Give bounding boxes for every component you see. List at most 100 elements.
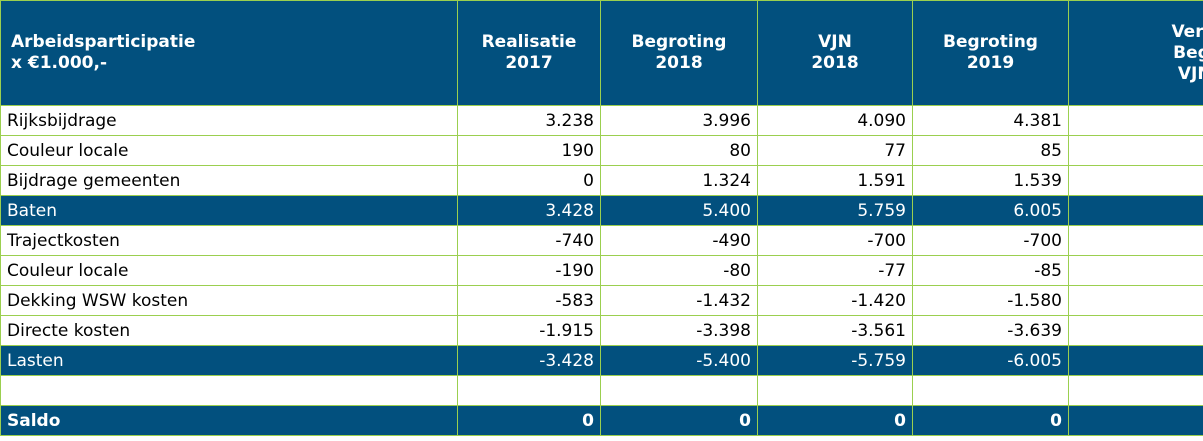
value-cell: -1.580 xyxy=(912,285,1069,316)
row-label: Couleur locale xyxy=(0,255,458,286)
value-cell: 3.996 xyxy=(600,105,758,136)
value-cell: 0 xyxy=(600,405,758,436)
value-cell: -8 xyxy=(1068,255,1203,286)
row-label: Saldo xyxy=(0,405,458,436)
header-line: Arbeidsparticipatie xyxy=(11,32,196,52)
value-cell: 1.324 xyxy=(600,165,758,196)
table-row: Directe kosten-1.915-3.398-3.561-3.639-7… xyxy=(0,315,1203,346)
value-cell: -3.398 xyxy=(600,315,758,346)
header-cell: VJN 2018 xyxy=(757,0,913,106)
header-cell: Arbeidsparticipatie x €1.000,- xyxy=(0,0,458,106)
row-label: Lasten xyxy=(0,345,458,376)
value-cell: 1.591 xyxy=(757,165,913,196)
header-line: x €1.000,- xyxy=(11,53,107,73)
value-cell: -78 xyxy=(1068,315,1203,346)
value-cell: -246 xyxy=(1068,345,1203,376)
header-cell: Begroting 2019 xyxy=(912,0,1069,106)
value-cell: -740 xyxy=(457,225,601,256)
value-cell: -1.420 xyxy=(757,285,913,316)
row-label: Rijksbijdrage xyxy=(0,105,458,136)
value-cell: -52 xyxy=(1068,165,1203,196)
table-row: Couleur locale-190-80-77-85-8 xyxy=(0,255,1203,286)
value-cell: 4.090 xyxy=(757,105,913,136)
value-cell: -3.428 xyxy=(457,345,601,376)
value-cell: -1.915 xyxy=(457,315,601,346)
value-cell: -80 xyxy=(600,255,758,286)
table-row: Dekking WSW kosten -583 -1.432 -1.420 -1.580… xyxy=(0,285,1203,316)
value-cell: -160 xyxy=(1068,285,1203,316)
value-cell: 3.428 xyxy=(457,195,601,226)
row-label: Baten xyxy=(0,195,458,226)
value-cell: -700 xyxy=(757,225,913,256)
value-cell: 0 xyxy=(1068,225,1203,256)
value-cell: -1.432 xyxy=(600,285,758,316)
header-cell: Realisatie 2017 xyxy=(457,0,601,106)
value-cell: 246 xyxy=(1068,195,1203,226)
empty-cell xyxy=(600,375,758,406)
empty-cell xyxy=(1068,375,1203,406)
value-cell: -6.005 xyxy=(912,345,1069,376)
value-cell: 3.238 xyxy=(457,105,601,136)
row-label: Bijdrage gemeenten xyxy=(0,165,458,196)
value-cell: 1.539 xyxy=(912,165,1069,196)
header-line: Begroting xyxy=(631,32,727,52)
value-cell: -583 xyxy=(457,285,601,316)
header-line: Begr.19 xyxy=(1173,42,1203,63)
header-line: Begroting xyxy=(943,32,1038,52)
value-cell: -700 xyxy=(912,225,1069,256)
value-cell: -85 xyxy=(912,255,1069,286)
empty-cell xyxy=(0,375,458,406)
value-cell: 190 xyxy=(457,135,601,166)
value-cell: -5.759 xyxy=(757,345,913,376)
value-cell: -3.639 xyxy=(912,315,1069,346)
empty-cell xyxy=(912,375,1069,406)
value-cell: 0 xyxy=(1068,405,1203,436)
value-cell: 5.759 xyxy=(757,195,913,226)
value-cell: 6.005 xyxy=(912,195,1069,226)
value-cell: -3.561 xyxy=(757,315,913,346)
table-row: Saldo00000 xyxy=(0,405,1203,436)
value-cell: 0 xyxy=(457,165,601,196)
header-cell: VerschilBegr.19VJN 18 xyxy=(1068,0,1203,106)
empty-cell xyxy=(757,375,913,406)
value-cell: -490 xyxy=(600,225,758,256)
header-line: VJN xyxy=(818,32,852,52)
header-line: Verschil xyxy=(1171,21,1203,42)
value-cell: 291 xyxy=(1068,105,1203,136)
header-line: VJN 18 xyxy=(1177,63,1203,84)
value-cell: 80 xyxy=(600,135,758,166)
header-row: Arbeidsparticipatie x €1.000,- Realisatie 2… xyxy=(0,0,1203,106)
value-cell: 8 xyxy=(1068,135,1203,166)
row-label: Trajectkosten xyxy=(0,225,458,256)
value-cell: 5.400 xyxy=(600,195,758,226)
row-label: Directe kosten xyxy=(0,315,458,346)
header-line: 2019 xyxy=(966,53,1015,73)
header-line: 2017 xyxy=(505,53,553,73)
table-row: Trajectkosten-740-490-700-7000 xyxy=(0,225,1203,256)
value-cell: 0 xyxy=(457,405,601,436)
value-cell: -5.400 xyxy=(600,345,758,376)
value-cell: 0 xyxy=(912,405,1069,436)
value-cell: 0 xyxy=(757,405,913,436)
value-cell: -77 xyxy=(757,255,913,286)
header-line: 2018 xyxy=(655,53,703,73)
header-line: 2018 xyxy=(811,53,859,73)
value-cell: 85 xyxy=(912,135,1069,166)
header-line: Realisatie xyxy=(481,32,577,52)
table-row: Couleur locale1908077858 xyxy=(0,135,1203,166)
table-row xyxy=(0,375,1203,406)
header-cell: Begroting 2018 xyxy=(600,0,758,106)
table-row: Lasten-3.428-5.400-5.759-6.005-246 xyxy=(0,345,1203,376)
value-cell: 4.381 xyxy=(912,105,1069,136)
empty-cell xyxy=(457,375,601,406)
row-label: Couleur locale xyxy=(0,135,458,166)
row-label: Dekking WSW kosten xyxy=(0,285,458,316)
value-cell: -190 xyxy=(457,255,601,286)
value-cell: 77 xyxy=(757,135,913,166)
table-body: Rijksbijdrage3.2383.9964.0904.381291Coul… xyxy=(0,105,1203,436)
